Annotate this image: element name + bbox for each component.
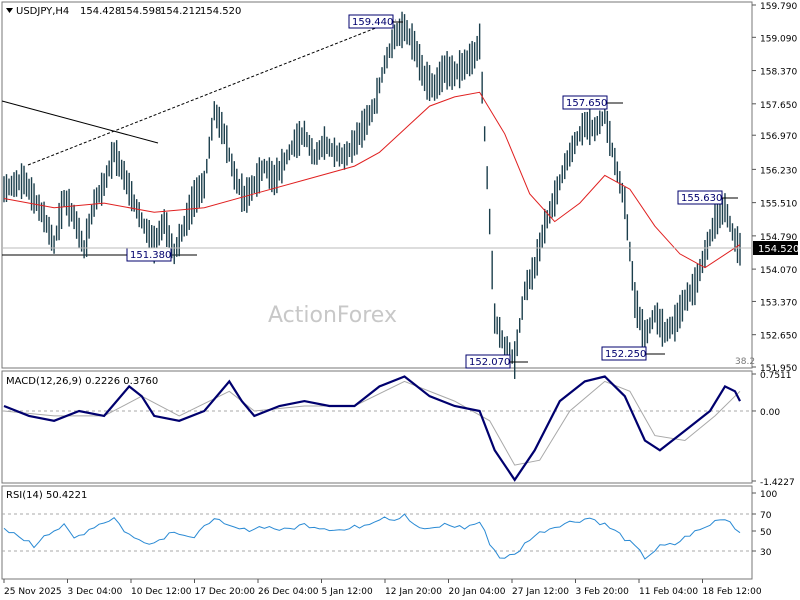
price-annotation: 155.630 (677, 190, 738, 205)
ascending-dashed-trendline (27, 19, 397, 166)
macd-tick-label: 0.00 (760, 408, 780, 418)
macd-signal-path (3, 380, 741, 466)
annotation-label: 159.440 (352, 17, 393, 28)
current-price-box (753, 241, 798, 255)
rsi-path (3, 513, 741, 560)
rsi-tick-label: 70 (760, 511, 772, 521)
annotation-label: 157.650 (566, 98, 607, 109)
time-tick-label: 12 Jan 20:00 (385, 587, 442, 597)
ma-path (3, 91, 741, 269)
rsi-label: RSI(14) 50.4221 (6, 490, 87, 501)
price-tick-label: 157.650 (760, 101, 797, 111)
price-tick-label: 155.510 (760, 200, 797, 210)
current-price-label: 154.520 (758, 244, 799, 255)
price-axis: 159.790 159.090 158.370 157.650 156.970 156.2… (752, 2, 797, 374)
annotation-label: 155.630 (681, 193, 722, 204)
fib-label: 38.2 (735, 357, 755, 367)
time-tick-label: 26 Dec 04:00 (258, 587, 319, 597)
price-annotation: 159.440 (348, 14, 403, 29)
time-tick-label: 27 Jan 12:00 (512, 587, 569, 597)
watermark: ActionForex (268, 303, 397, 328)
macd-axis: 0.7511 0.00 -1.4227 (752, 371, 795, 488)
time-axis: 25 Nov 2025 3 Dec 04:00 10 Dec 12:00 17 Dec… (3, 579, 762, 597)
price-tick-label: 156.970 (760, 132, 797, 142)
rsi-line (3, 513, 741, 560)
rsi-tick-label: 100 (760, 490, 777, 500)
time-tick-label: 10 Dec 12:00 (131, 587, 192, 597)
time-tick-label: 5 Jan 12:00 (322, 587, 374, 597)
price-tick-label: 154.070 (760, 266, 797, 276)
rsi-axis: 100 70 50 30 (752, 490, 777, 558)
macd-main-path (3, 375, 741, 482)
price-tick-label: 151.950 (760, 364, 797, 374)
price-tick-label: 159.090 (760, 34, 797, 44)
moving-average (3, 91, 741, 269)
price-annotation: 152.250 (601, 346, 665, 361)
price-tick-label: 154.790 (760, 233, 797, 243)
rsi-tick-label: 30 (760, 548, 772, 558)
price-tick-label: 156.230 (760, 166, 797, 176)
price-annotation: 157.650 (562, 95, 623, 110)
time-tick-label: 3 Feb 20:00 (576, 587, 630, 597)
macd-tick-label: 0.7511 (760, 371, 792, 381)
annotation-label: 152.250 (605, 349, 646, 360)
descending-trendline (1, 100, 159, 144)
annotation-label: 151.380 (130, 250, 171, 261)
price-annotation: 151.380 (126, 247, 172, 262)
macd-main-line (3, 375, 741, 482)
ohlc-high: 154.598 (120, 6, 161, 17)
macd-tick-label: -1.4227 (760, 478, 795, 488)
time-tick-label: 18 Feb 12:00 (703, 587, 762, 597)
time-tick-label: 17 Dec 20:00 (195, 587, 256, 597)
annotations: 159.440 157.650 155.630 151.380 152.070 152.2… (126, 14, 738, 369)
header-arrow-icon (6, 8, 13, 13)
price-annotation: 152.070 (465, 354, 528, 369)
rsi-panel (1, 485, 753, 580)
ohlc-open: 154.428 (80, 6, 121, 17)
symbol-header: USDJPY,H4 (16, 6, 69, 17)
price-tick-label: 158.370 (760, 68, 797, 78)
time-tick-label: 11 Feb 04:00 (639, 587, 698, 597)
time-tick-label: 3 Dec 04:00 (68, 587, 123, 597)
annotation-label: 152.070 (469, 357, 510, 368)
price-tick-label: 159.790 (760, 2, 797, 12)
ohlc-low: 154.212 (160, 6, 201, 17)
time-tick-label: 25 Nov 2025 (4, 587, 62, 597)
rsi-tick-label: 50 (760, 528, 772, 538)
macd-label: MACD(12,26,9) 0.2226 0.3760 (6, 376, 158, 387)
ohlc-close: 154.520 (200, 6, 241, 17)
macd-signal-line (3, 380, 741, 466)
price-tick-label: 152.650 (760, 332, 797, 342)
time-tick-label: 20 Jan 04:00 (449, 587, 506, 597)
price-tick-label: 153.370 (760, 298, 797, 308)
